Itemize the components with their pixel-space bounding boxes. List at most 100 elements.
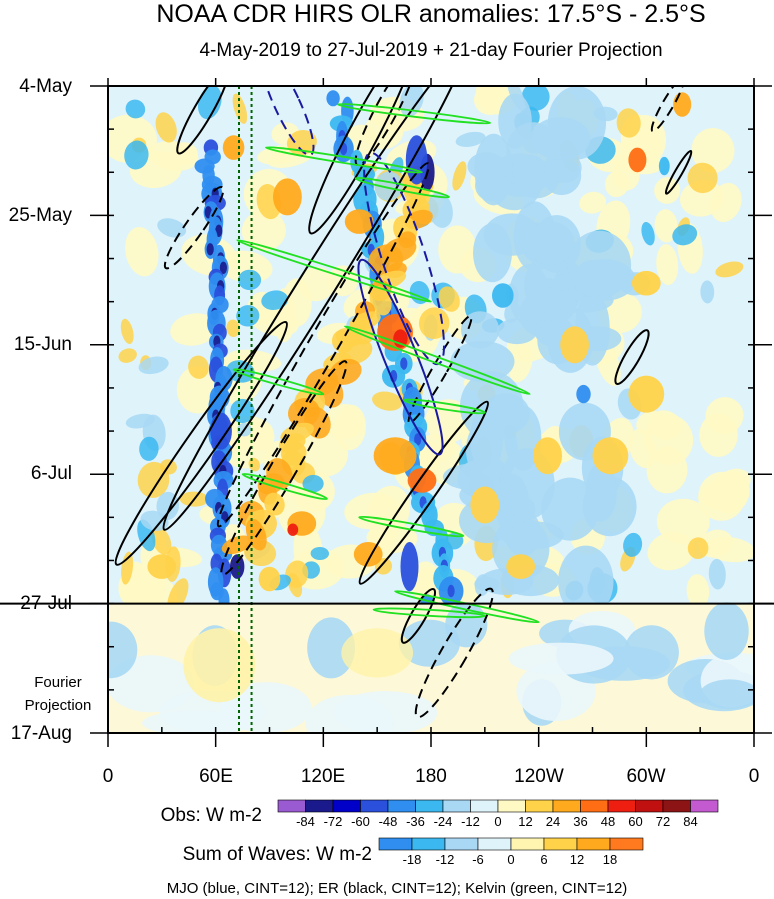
- anomaly-patch: [125, 99, 146, 119]
- colorbar-box: [360, 799, 389, 813]
- er-contour: [614, 329, 650, 386]
- colorbar-box: [552, 799, 581, 813]
- anomaly-patch: [222, 135, 245, 160]
- anomaly-patch: [138, 356, 169, 375]
- anomaly-patch: [183, 628, 256, 703]
- anomaly-patch: [108, 621, 138, 679]
- anomaly-patch: [628, 147, 647, 173]
- anomaly-patch: [151, 527, 172, 555]
- anomaly-patch: [452, 161, 467, 191]
- anomaly-patch: [699, 679, 754, 709]
- kelvin-contour: [336, 103, 492, 125]
- anomaly-patch: [656, 244, 679, 285]
- obs-colorbar-label: -60: [351, 814, 370, 829]
- colorbar-box: [378, 837, 413, 851]
- y-tick-label: 4-May: [19, 76, 72, 97]
- anomaly-patch: [506, 554, 536, 579]
- x-tick-label: 180: [415, 766, 447, 787]
- waves-colorbar-labels: -18 -12 -6 0 6 12 18: [403, 852, 618, 867]
- anomaly-patch: [248, 457, 261, 472]
- anomaly-patch: [541, 477, 599, 541]
- anomaly-patch: [155, 112, 177, 143]
- anomaly-patch: [399, 86, 424, 117]
- anomaly-patch: [560, 326, 589, 364]
- mjo-contour: [357, 258, 444, 456]
- anomaly-patch: [334, 404, 367, 451]
- anomaly-patch: [419, 440, 442, 471]
- x-tick-label: 60E: [199, 766, 233, 787]
- x-tick-label: 60W: [626, 766, 665, 787]
- colorbar-box: [387, 799, 416, 813]
- colorbar-box: [690, 799, 719, 813]
- olr-anomaly-field: [108, 86, 754, 733]
- kelvin-contour: [343, 325, 531, 396]
- x-tick-label: 0: [749, 766, 760, 787]
- anomaly-patch: [427, 192, 453, 228]
- kelvin-contour: [403, 398, 486, 415]
- anomaly-patch: [654, 177, 681, 204]
- anomaly-patch: [521, 86, 550, 111]
- anomaly-patch: [222, 425, 273, 469]
- kelvin-contour: [241, 472, 328, 501]
- anomaly-patch: [508, 343, 533, 383]
- obs-colorbar-label: 72: [656, 814, 670, 829]
- anomaly-patch: [326, 90, 340, 107]
- anomaly-patch: [310, 546, 329, 561]
- anomaly-patch: [483, 213, 540, 256]
- anomaly-patch: [238, 269, 262, 291]
- anomaly-patch: [473, 86, 509, 115]
- anomaly-patch: [628, 375, 665, 413]
- waves-colorbar-label: -6: [472, 852, 484, 867]
- colorbar-box: [609, 837, 644, 851]
- anomaly-patch: [654, 209, 678, 243]
- anomaly-patch: [230, 554, 245, 579]
- anomaly-patch: [686, 574, 710, 608]
- anomaly-patch: [124, 140, 149, 170]
- anomaly-patch: [369, 285, 392, 316]
- anomaly-patch: [264, 492, 285, 516]
- anomaly-patch: [232, 93, 248, 124]
- er-contour: [163, 185, 225, 270]
- anomaly-patch: [244, 539, 277, 567]
- anomaly-patch: [687, 537, 709, 559]
- x-tick-label: 0: [103, 766, 114, 787]
- colorbar-box: [543, 837, 578, 851]
- anomaly-patch: [221, 535, 253, 555]
- anomaly-patch: [139, 436, 159, 461]
- obs-colorbar-label: 48: [601, 814, 615, 829]
- colorbar-box: [497, 799, 526, 813]
- anomaly-patch: [508, 642, 614, 675]
- anomaly-patch: [372, 391, 403, 411]
- anomaly-patch: [210, 412, 232, 450]
- anomaly-patch: [624, 625, 679, 680]
- anomaly-patch: [658, 156, 670, 176]
- x-axis: 0 60E 120E 180 120W 60W 0: [103, 766, 760, 787]
- anomaly-patch: [579, 191, 607, 214]
- anomaly-patch: [604, 170, 630, 198]
- anomaly-patch: [715, 261, 744, 278]
- colorbar-box: [510, 837, 545, 851]
- anomaly-patch: [273, 178, 302, 216]
- colorbar-box: [415, 799, 444, 813]
- anomaly-patch: [501, 521, 564, 550]
- anomaly-patch: [400, 542, 419, 592]
- anomaly-patch: [219, 261, 227, 274]
- anomaly-patch: [672, 224, 698, 246]
- anomaly-patch: [287, 523, 299, 536]
- waves-colorbar-label: 18: [603, 852, 617, 867]
- anomaly-patch: [220, 682, 312, 733]
- anomaly-patch: [258, 566, 281, 592]
- waves-colorbar-label: 0: [507, 852, 514, 867]
- anomaly-patch: [700, 280, 715, 304]
- anomaly-patch: [705, 397, 744, 435]
- obs-colorbar-label: 84: [683, 814, 697, 829]
- anomaly-patch: [567, 230, 632, 299]
- anomaly-patch: [474, 133, 513, 206]
- anomaly-patch: [508, 264, 550, 326]
- waves-colorbar: Sum of Waves: W m-2 -18 -12 -6 0 6 12 18: [183, 837, 644, 867]
- colorbar-box: [576, 837, 611, 851]
- plot-area: [0, 78, 774, 747]
- colorbar-box: [442, 799, 471, 813]
- obs-colorbar-label: -12: [461, 814, 480, 829]
- y-axis: 4-May 25-May 15-Jun 6-Jul 27-Jul 17-Aug …: [9, 76, 92, 744]
